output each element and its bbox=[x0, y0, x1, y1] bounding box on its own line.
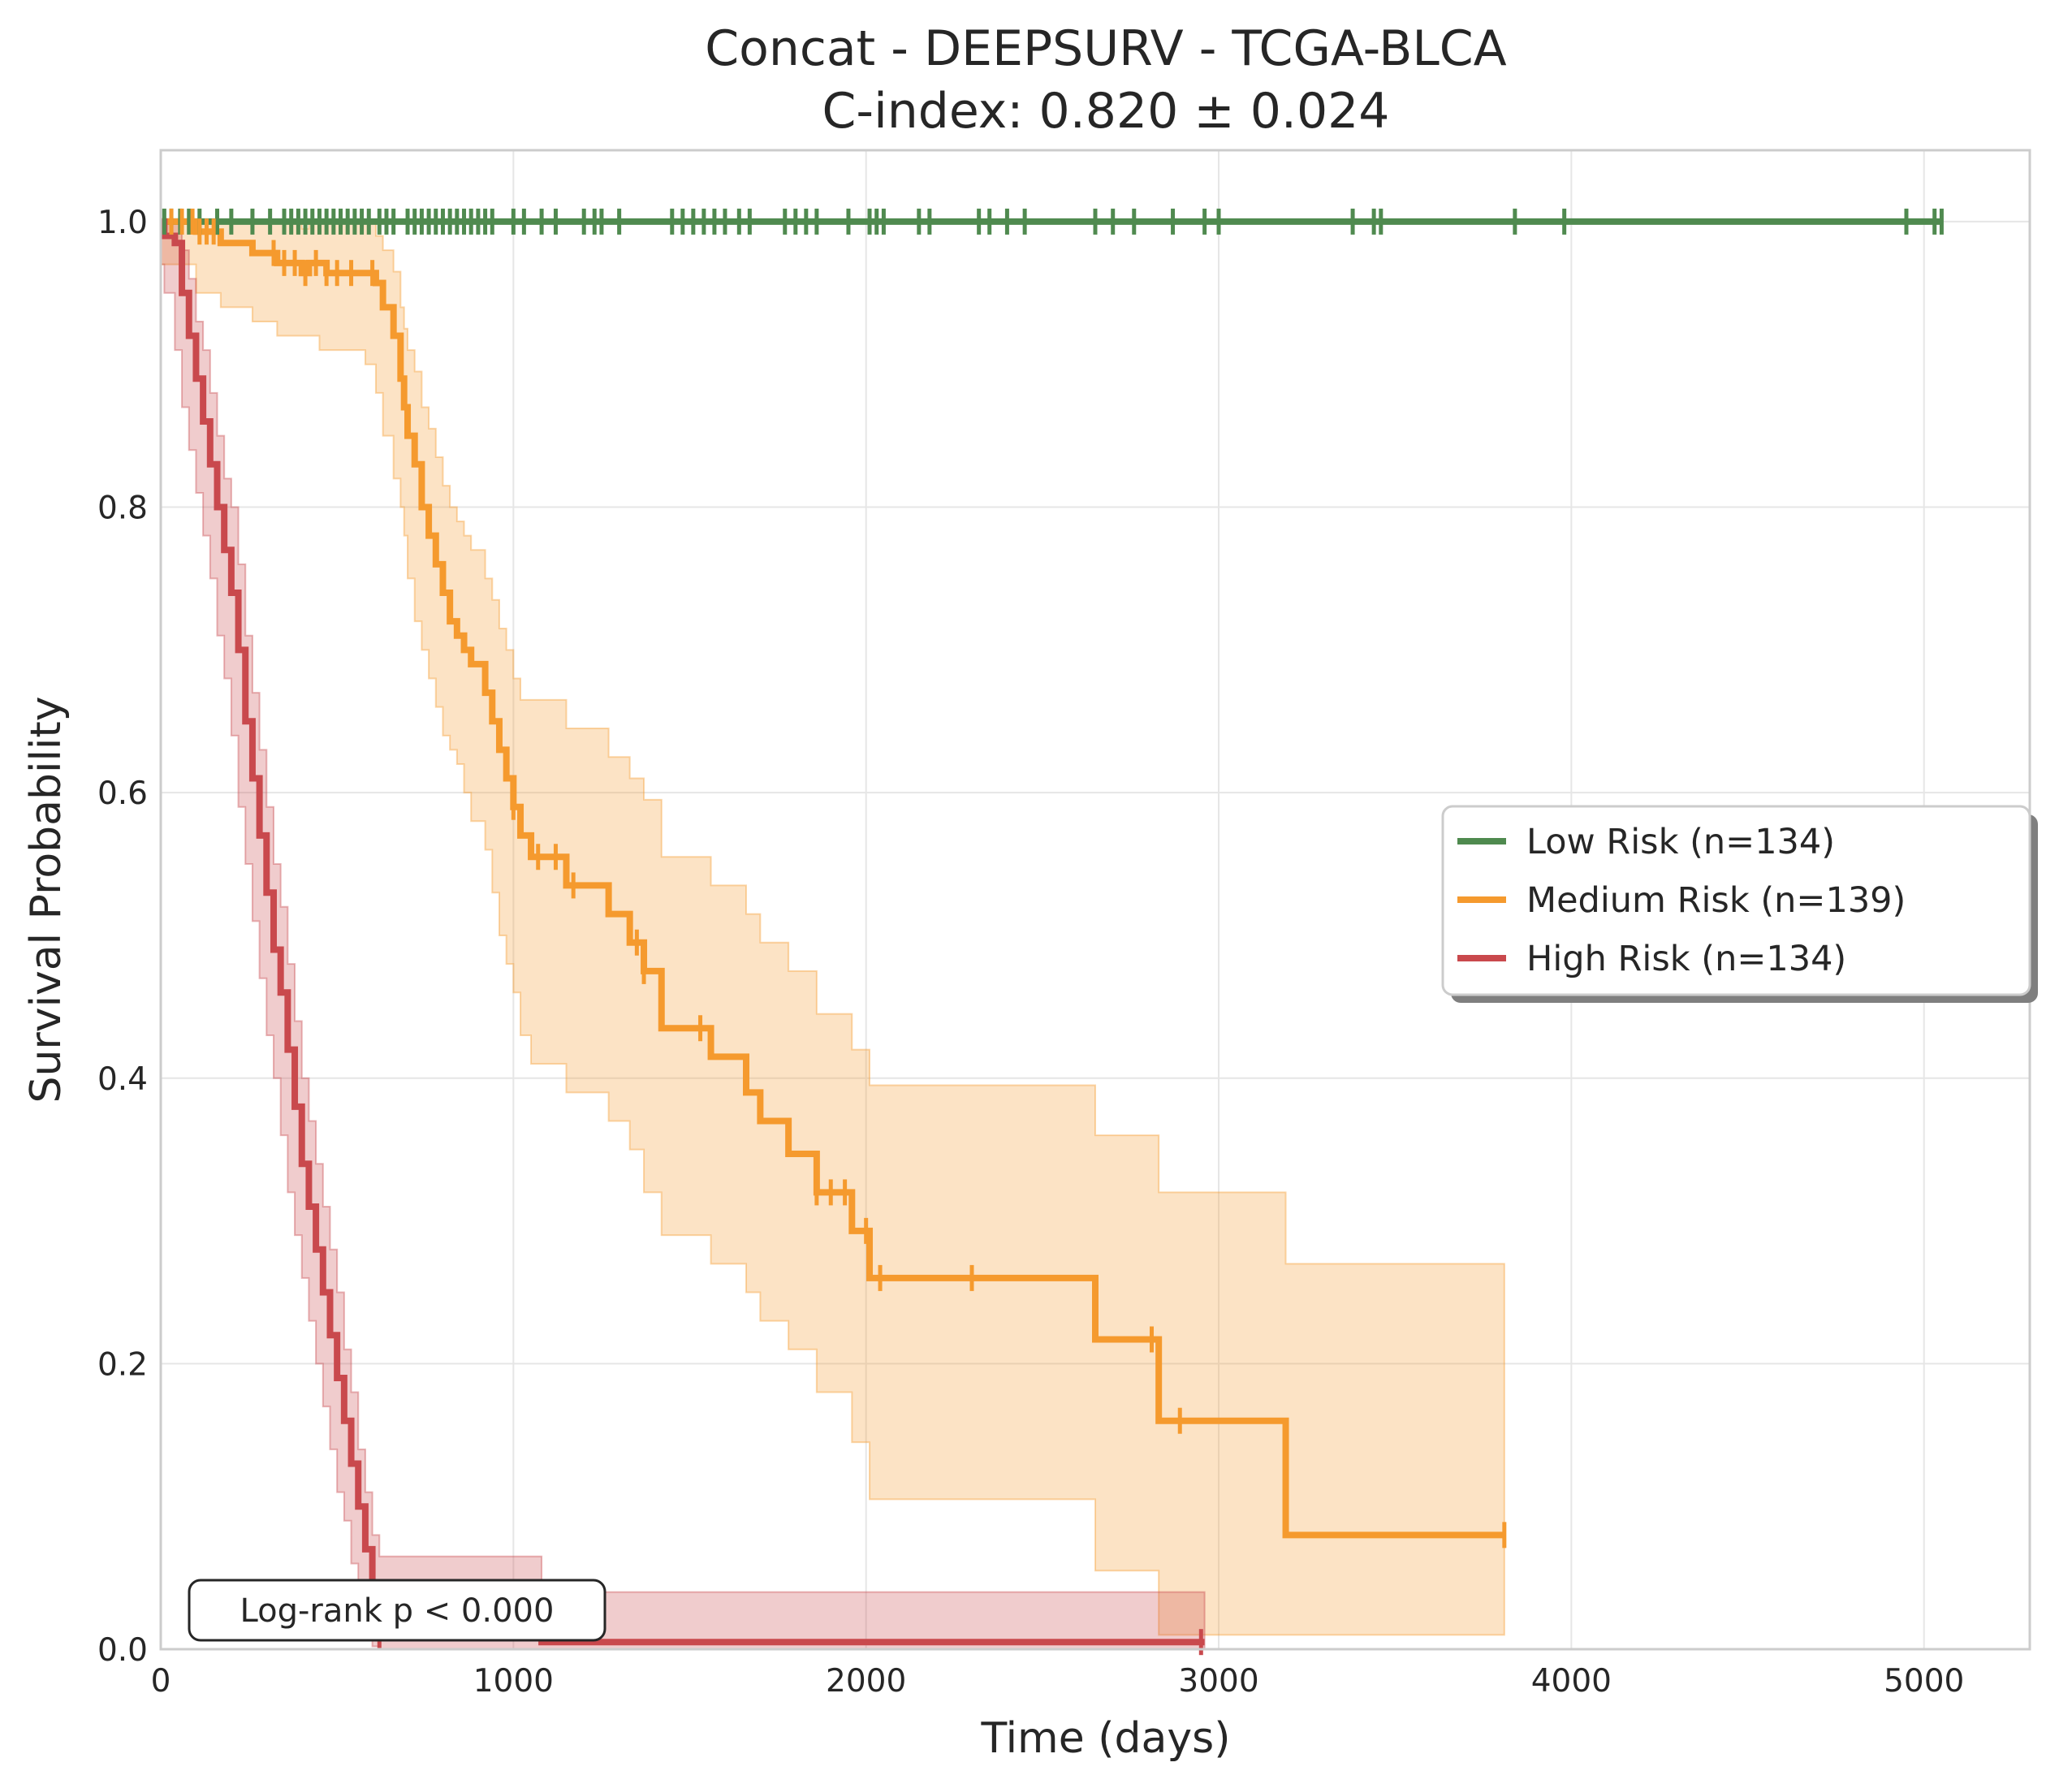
x-tick-label: 2000 bbox=[826, 1663, 906, 1700]
logrank-text: Log-rank p < 0.000 bbox=[240, 1592, 555, 1630]
x-axis-label: Time (days) bbox=[980, 1714, 1230, 1763]
x-tick-label: 3000 bbox=[1178, 1663, 1258, 1700]
legend-box bbox=[1441, 805, 2031, 996]
y-tick-label: 0.8 bbox=[97, 490, 148, 527]
medium-risk-curve bbox=[161, 218, 1504, 1539]
y-tick-label: 0.2 bbox=[97, 1346, 148, 1383]
x-tick-label: 5000 bbox=[1884, 1663, 1964, 1700]
y-tick-label: 1.0 bbox=[97, 205, 148, 241]
y-tick-label: 0.6 bbox=[97, 775, 148, 812]
x-tick-label: 0 bbox=[151, 1663, 171, 1700]
censor-marks bbox=[162, 208, 1944, 1656]
x-tick-label: 4000 bbox=[1531, 1663, 1612, 1700]
high-risk-curve bbox=[161, 218, 1205, 1646]
medium-risk-ci-band bbox=[160, 220, 1505, 1636]
legend: Low Risk (n=134) Medium Risk (n=139) High … bbox=[1441, 805, 2038, 1003]
y-axis-label: Survival Probability bbox=[22, 696, 71, 1103]
high-risk-legend-label: High Risk (n=134) bbox=[1526, 939, 1846, 979]
chart-subtitle: C-index: 0.820 ± 0.024 bbox=[822, 83, 1390, 140]
logrank-annotation: Log-rank p < 0.000 bbox=[188, 1579, 606, 1642]
grid-lines bbox=[160, 150, 2030, 1650]
y-axis-ticks: 0.0 0.2 0.4 0.6 0.8 1.0 bbox=[97, 205, 148, 1669]
chart-title: Concat - DEEPSURV - TCGA-BLCA bbox=[705, 20, 1506, 77]
x-axis-ticks: 0 1000 2000 3000 4000 5000 bbox=[151, 1663, 1965, 1700]
y-tick-label: 0.0 bbox=[97, 1632, 148, 1669]
low-risk-legend-label: Low Risk (n=134) bbox=[1526, 822, 1835, 862]
legend-entries: Low Risk (n=134) Medium Risk (n=139) High … bbox=[1457, 822, 1906, 979]
y-tick-label: 0.4 bbox=[97, 1061, 148, 1098]
medium-risk-legend-label: Medium Risk (n=139) bbox=[1526, 880, 1906, 921]
x-tick-label: 1000 bbox=[473, 1663, 554, 1700]
logrank-box bbox=[188, 1579, 606, 1642]
